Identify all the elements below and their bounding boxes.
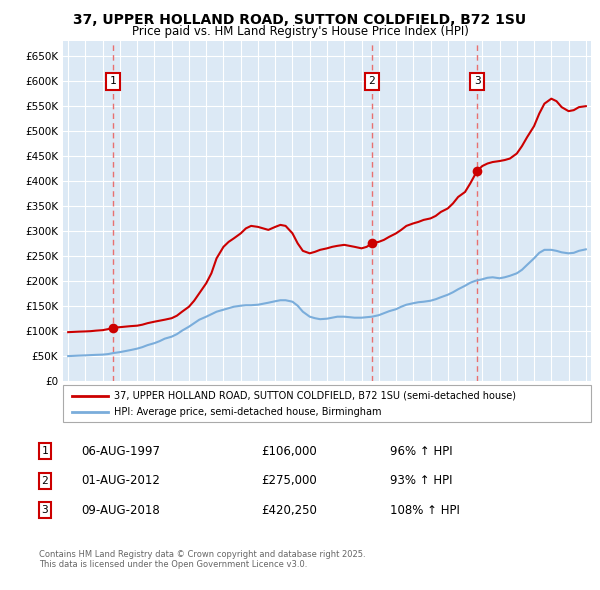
Text: 09-AUG-2018: 09-AUG-2018 (81, 504, 160, 517)
Text: £275,000: £275,000 (261, 474, 317, 487)
Text: 96% ↑ HPI: 96% ↑ HPI (390, 445, 452, 458)
Text: 01-AUG-2012: 01-AUG-2012 (81, 474, 160, 487)
Text: £106,000: £106,000 (261, 445, 317, 458)
Text: £420,250: £420,250 (261, 504, 317, 517)
Text: 3: 3 (41, 506, 49, 515)
Text: 37, UPPER HOLLAND ROAD, SUTTON COLDFIELD, B72 1SU: 37, UPPER HOLLAND ROAD, SUTTON COLDFIELD… (73, 13, 527, 27)
Text: 2: 2 (368, 76, 375, 86)
Text: 108% ↑ HPI: 108% ↑ HPI (390, 504, 460, 517)
Text: 2: 2 (41, 476, 49, 486)
Text: 37, UPPER HOLLAND ROAD, SUTTON COLDFIELD, B72 1SU (semi-detached house): 37, UPPER HOLLAND ROAD, SUTTON COLDFIELD… (114, 391, 516, 401)
Text: 3: 3 (474, 76, 481, 86)
Text: Contains HM Land Registry data © Crown copyright and database right 2025.
This d: Contains HM Land Registry data © Crown c… (39, 550, 365, 569)
Text: Price paid vs. HM Land Registry's House Price Index (HPI): Price paid vs. HM Land Registry's House … (131, 25, 469, 38)
Text: 93% ↑ HPI: 93% ↑ HPI (390, 474, 452, 487)
Text: 1: 1 (110, 76, 116, 86)
Text: HPI: Average price, semi-detached house, Birmingham: HPI: Average price, semi-detached house,… (114, 407, 382, 417)
Text: 06-AUG-1997: 06-AUG-1997 (81, 445, 160, 458)
Text: 1: 1 (41, 447, 49, 456)
